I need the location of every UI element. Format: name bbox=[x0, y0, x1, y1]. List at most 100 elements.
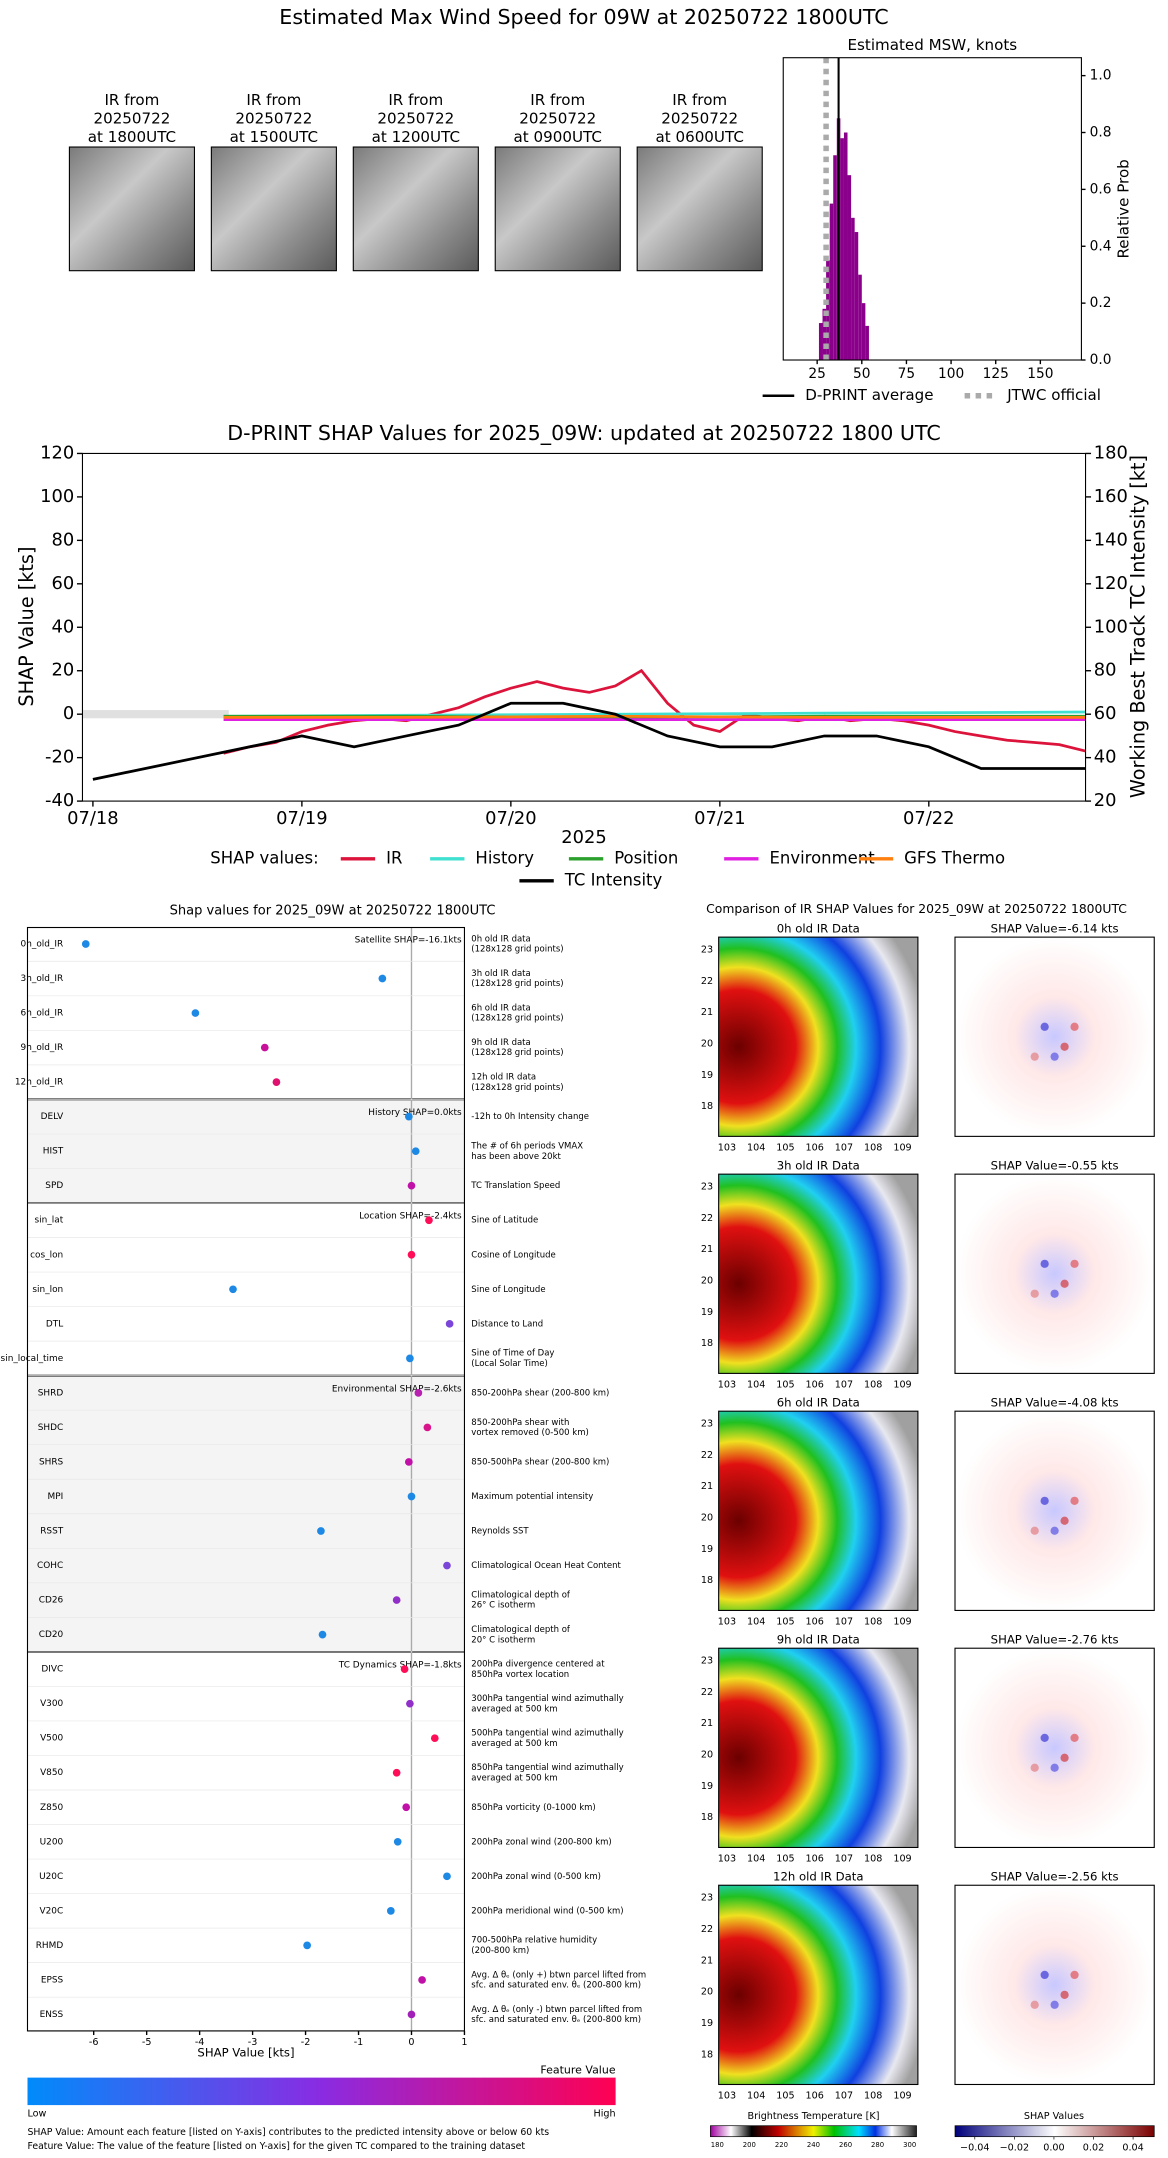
map-x-tick-label: 107 bbox=[835, 1616, 853, 1627]
thumb-label: IR from bbox=[104, 91, 159, 109]
feature-description: TC Translation Speed bbox=[470, 1181, 560, 1191]
legend-label: D-PRINT average bbox=[805, 386, 933, 404]
ir-map bbox=[718, 936, 919, 1137]
y2-tick-label: 120 bbox=[1094, 573, 1128, 594]
colorbar-tick-label: 240 bbox=[807, 2141, 820, 2149]
shap-dot bbox=[272, 1078, 281, 1086]
bar bbox=[840, 138, 844, 361]
shap-dot bbox=[443, 1872, 451, 1881]
map-x-tick-label: 108 bbox=[864, 2090, 882, 2101]
map-x-tick-label: 106 bbox=[806, 1853, 824, 1864]
colorbar-tick-label: 260 bbox=[839, 2141, 852, 2149]
colorbar-tick-label: 0.04 bbox=[1122, 2143, 1143, 2154]
colorbar-tick-label: 180 bbox=[711, 2141, 724, 2149]
feature-description: (128x128 grid points) bbox=[471, 1048, 563, 1058]
ir-map bbox=[718, 1647, 919, 1849]
map-y-tick-label: 21 bbox=[701, 1244, 713, 1255]
x-tick-label: -4 bbox=[195, 2037, 205, 2048]
y-tick-label: 60 bbox=[51, 573, 74, 594]
shap-blob bbox=[1050, 1289, 1059, 1298]
x-tick-label: 07/20 bbox=[485, 808, 536, 829]
x-tick-label: 0 bbox=[408, 2037, 414, 2048]
map-y-tick-label: 23 bbox=[701, 944, 713, 955]
thumb-label: at 1500UTC bbox=[230, 128, 318, 146]
map-y-tick-label: 23 bbox=[701, 1893, 713, 1904]
y-tick-label: -20 bbox=[45, 747, 74, 768]
feature-description: 26° C isotherm bbox=[471, 1601, 535, 1611]
thumb-label: 20250722 bbox=[235, 109, 312, 127]
feature-label: 9h_old_IR bbox=[21, 1043, 64, 1053]
map-x-tick-label: 107 bbox=[835, 1142, 853, 1153]
feature-description: (128x128 grid points) bbox=[471, 1014, 563, 1024]
shap-blob bbox=[1030, 1052, 1039, 1061]
legend-label: IR bbox=[386, 848, 402, 867]
feature-description: (128x128 grid points) bbox=[471, 1083, 563, 1093]
y2-tick-label: 160 bbox=[1094, 486, 1128, 507]
legend-label: Position bbox=[614, 848, 678, 867]
feature-label: MPI bbox=[48, 1492, 64, 1502]
colorbar-tick-label: 280 bbox=[871, 2141, 884, 2149]
bar bbox=[826, 260, 830, 361]
map-x-tick-label: 107 bbox=[835, 1853, 853, 1864]
map-x-tick-label: 106 bbox=[806, 1616, 824, 1627]
shap-map bbox=[954, 1173, 1155, 1374]
map-y-tick-label: 22 bbox=[701, 1687, 713, 1698]
thumb-label: at 0900UTC bbox=[514, 128, 602, 146]
map-x-tick-label: 107 bbox=[835, 1379, 853, 1390]
legend-label: Environment bbox=[770, 848, 876, 867]
feature-label: V500 bbox=[40, 1734, 63, 1744]
feature-description: averaged at 500 km bbox=[471, 1773, 557, 1783]
map-y-tick-label: 19 bbox=[701, 1781, 713, 1792]
y-axis-label: Relative Prob bbox=[1115, 159, 1133, 258]
y-tick-label: 0.8 bbox=[1090, 125, 1112, 141]
thumb-label: at 1200UTC bbox=[372, 128, 460, 146]
feature-description: -12h to 0h Intensity change bbox=[471, 1112, 589, 1122]
group-shade bbox=[27, 1099, 465, 1203]
feature-description: sfc. and saturated env. θₑ (200-800 km) bbox=[471, 1981, 641, 1991]
map-x-tick-label: 108 bbox=[864, 1379, 882, 1390]
feature-label: sin_local_time bbox=[1, 1354, 64, 1364]
shap-dot bbox=[425, 1216, 433, 1225]
shap-blob bbox=[1050, 2000, 1059, 2009]
feature-description: 850-200hPa shear with bbox=[471, 1418, 569, 1428]
feature-description: 200hPa meridional wind (0-500 km) bbox=[471, 1906, 623, 1916]
map-x-tick-label: 109 bbox=[893, 1379, 911, 1390]
map-y-tick-label: 23 bbox=[701, 1419, 713, 1430]
map-y-tick-label: 21 bbox=[701, 1007, 713, 1018]
map-title: SHAP Value=-4.08 kts bbox=[991, 1395, 1119, 1409]
feature-label: U200 bbox=[40, 1837, 64, 1847]
shap-dot bbox=[229, 1285, 237, 1294]
shap-blob bbox=[1060, 1990, 1069, 1999]
shap-dot bbox=[81, 940, 90, 948]
shap-blob bbox=[1040, 1259, 1049, 1268]
legend-title: SHAP values: bbox=[210, 848, 318, 867]
map-x-tick-label: 104 bbox=[747, 2090, 765, 2101]
ir-map bbox=[718, 1410, 919, 1611]
footnote: SHAP Value: Amount each feature [listed … bbox=[27, 2127, 549, 2138]
shap-blob bbox=[1060, 1279, 1069, 1288]
chart-title: Shap values for 2025_09W at 20250722 180… bbox=[170, 904, 496, 919]
colorbar-tick-label: −0.04 bbox=[960, 2143, 989, 2154]
map-x-tick-label: 105 bbox=[776, 2090, 794, 2101]
map-y-tick-label: 20 bbox=[701, 1987, 713, 1998]
map-y-tick-label: 21 bbox=[701, 1718, 713, 1729]
chart-title: D-PRINT SHAP Values for 2025_09W: update… bbox=[227, 421, 941, 446]
map-x-tick-label: 103 bbox=[718, 1616, 736, 1627]
map-x-tick-label: 109 bbox=[893, 1142, 911, 1153]
shap-dot bbox=[392, 1768, 401, 1777]
feature-description: vortex removed (0-500 km) bbox=[471, 1428, 588, 1438]
shap-blob bbox=[1040, 1733, 1049, 1742]
x-tick-label: 07/22 bbox=[903, 808, 954, 829]
map-title: SHAP Value=-2.76 kts bbox=[991, 1632, 1119, 1646]
feature-label: 3h_old_IR bbox=[21, 974, 64, 984]
feature-description: (Local Solar Time) bbox=[471, 1359, 548, 1369]
map-x-tick-label: 106 bbox=[806, 1142, 824, 1153]
x-tick-label: -3 bbox=[248, 2037, 258, 2048]
map-y-tick-label: 22 bbox=[701, 1924, 713, 1935]
colorbar-tick-label: 200 bbox=[743, 2141, 756, 2149]
shap-blob bbox=[1030, 2000, 1039, 2009]
map-y-tick-label: 23 bbox=[701, 1656, 713, 1667]
legend-label: TC Intensity bbox=[564, 870, 663, 889]
map-title: 3h old IR Data bbox=[777, 1158, 860, 1172]
ir-map bbox=[718, 1173, 919, 1374]
